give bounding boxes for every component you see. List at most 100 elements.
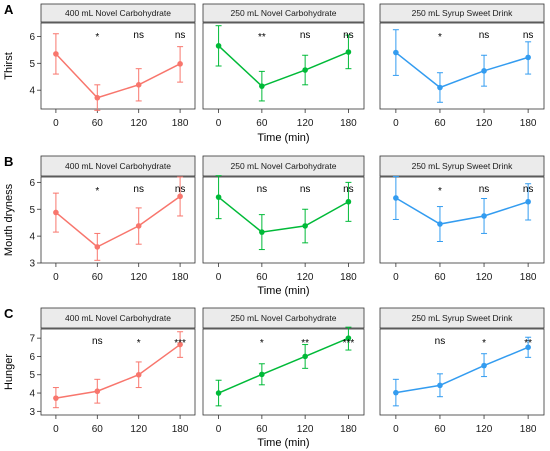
x-tick-label: 180 (520, 424, 537, 435)
panel-letter-B: B (4, 154, 13, 169)
x-tick-label: 0 (53, 424, 59, 435)
data-point (345, 335, 352, 341)
significance-label: ns (133, 184, 144, 195)
data-point (53, 395, 59, 401)
facet-panel: 250 mL Novel Carbohydrate 0 60 120 180 ns ns ns (202, 155, 365, 283)
data-point (94, 388, 101, 395)
series-line (218, 45, 349, 88)
x-tick-label: 120 (130, 118, 147, 129)
data-point (302, 223, 308, 229)
significance-label: * (95, 186, 99, 197)
data-point (53, 209, 59, 216)
significance-label: * (438, 32, 442, 43)
y-tick-label: 3 (29, 407, 35, 418)
data-point (53, 51, 59, 57)
facet-strip (40, 307, 196, 329)
x-tick-label: 60 (92, 118, 104, 129)
x-tick-label: 180 (520, 118, 537, 129)
y-tick-label: 3 (29, 259, 35, 270)
series-line (55, 343, 181, 399)
y-axis-title: Mouth dryness (3, 183, 15, 256)
significance-label: ns (435, 336, 446, 347)
x-tick-label: 180 (172, 118, 189, 129)
x-tick-label: 180 (172, 272, 189, 283)
data-point (135, 223, 142, 229)
data-point (525, 198, 531, 205)
y-axis-title: Thirst (3, 52, 15, 80)
facet-strip (40, 3, 196, 23)
plot-area (40, 328, 196, 416)
facet-strip-label: 400 mL Novel Carbohydrate (65, 313, 171, 323)
significance-label: ns (175, 30, 186, 41)
panel-letter-A: A (4, 2, 14, 17)
y-tick-label: 6 (29, 32, 35, 43)
data-point (94, 94, 101, 101)
significance-label: ** (524, 338, 532, 349)
significance-label: *** (343, 338, 355, 349)
x-tick-label: 180 (172, 424, 189, 435)
y-tick-label: 4 (29, 389, 35, 400)
plot-area (379, 328, 545, 416)
y-tick-label: 4 (29, 232, 35, 243)
x-tick-label: 0 (53, 272, 59, 283)
significance-label: * (438, 186, 442, 197)
series-line (218, 337, 349, 394)
data-point (215, 390, 222, 396)
facet-strip-label: 250 mL Syrup Sweet Drink (412, 313, 514, 323)
data-point (135, 82, 142, 88)
y-tick-label: 6 (29, 352, 35, 363)
data-point (302, 67, 308, 73)
x-tick-label: 60 (434, 118, 446, 129)
significance-label: * (95, 32, 99, 43)
plot-area (202, 176, 365, 264)
significance-label: ns (343, 30, 354, 41)
x-axis-title: Time (min) (257, 285, 309, 297)
x-axis-title: Time (min) (257, 437, 309, 449)
significance-label: ns (523, 30, 534, 41)
x-tick-label: 0 (216, 118, 222, 129)
x-tick-label: 180 (340, 272, 357, 283)
significance-label: *** (174, 338, 186, 349)
y-tick-label: 5 (29, 370, 35, 381)
facet-strip (379, 3, 545, 23)
significance-label: ns (92, 336, 103, 347)
facet-strip-label: 250 mL Novel Carbohydrate (231, 313, 337, 323)
x-tick-label: 180 (340, 424, 357, 435)
facet-strip-label: 400 mL Novel Carbohydrate (65, 8, 171, 18)
x-tick-label: 0 (53, 118, 59, 129)
facet-strip-label: 250 mL Syrup Sweet Drink (412, 161, 514, 171)
plot-area (40, 176, 196, 264)
x-tick-label: 60 (256, 118, 268, 129)
data-point (481, 362, 487, 369)
series-line (55, 195, 181, 248)
significance-label: ns (343, 184, 354, 195)
y-tick-label: 6 (29, 178, 35, 189)
x-tick-label: 0 (216, 424, 222, 435)
facet-strip (379, 307, 545, 329)
facet-panel: 400 mL Novel Carbohydrate 0 60 120 180 * ns ns (40, 3, 196, 129)
significance-label: ns (300, 30, 311, 41)
significance-label: * (260, 338, 264, 349)
x-tick-label: 120 (476, 118, 493, 129)
data-point (525, 54, 531, 61)
facet-strip-label: 250 mL Novel Carbohydrate (231, 161, 337, 171)
data-point (135, 371, 142, 378)
x-tick-label: 120 (297, 424, 314, 435)
x-tick-label: 120 (297, 118, 314, 129)
series-line (395, 197, 529, 225)
data-point (215, 194, 222, 200)
series-line (395, 346, 529, 394)
plot-area (40, 22, 196, 110)
x-tick-label: 60 (92, 272, 104, 283)
data-point (94, 244, 101, 250)
data-point (177, 193, 183, 200)
x-tick-label: 0 (393, 424, 399, 435)
data-point (259, 83, 265, 89)
facet-panel: 400 mL Novel Carbohydrate 0 60 120 180 * ns ns (40, 155, 196, 283)
x-tick-label: 0 (393, 118, 399, 129)
y-tick-label: 4 (29, 86, 35, 97)
x-tick-label: 60 (92, 424, 104, 435)
y-tick-label: 5 (29, 205, 35, 216)
facet-strip (202, 155, 365, 177)
